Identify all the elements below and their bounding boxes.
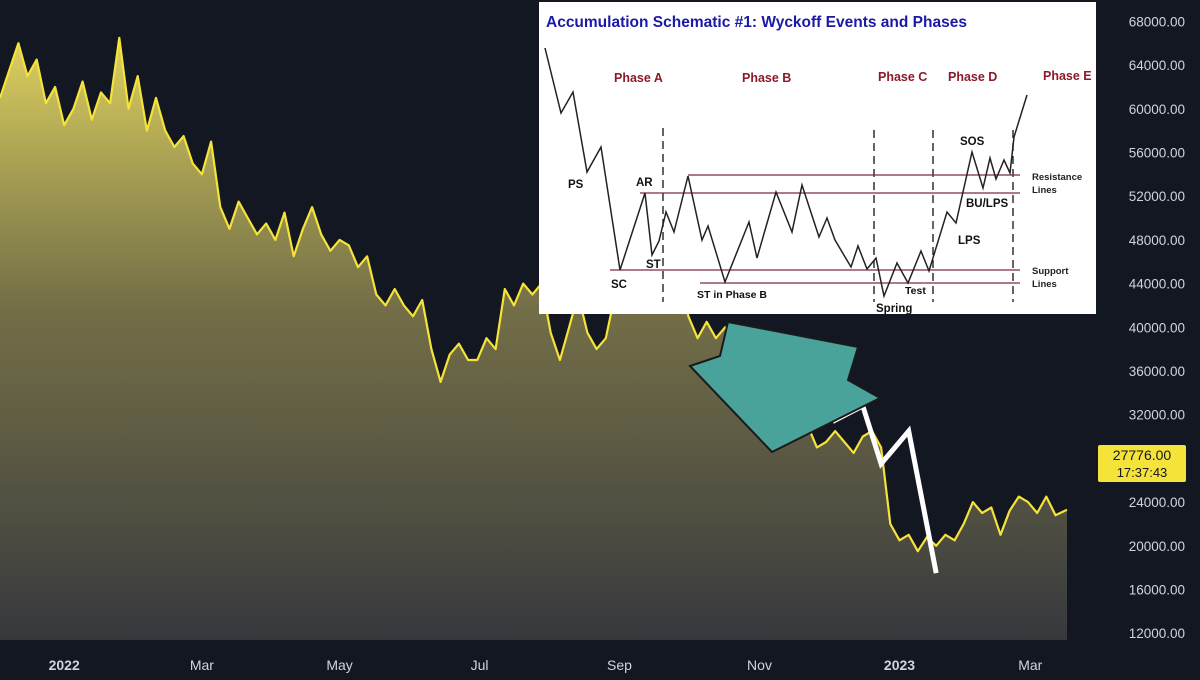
candle-countdown: 17:37:43	[1117, 465, 1168, 480]
y-tick-label: 20000.00	[1129, 539, 1185, 554]
x-tick-label: Mar	[190, 657, 214, 673]
schematic-title: Accumulation Schematic #1: Wyckoff Event…	[546, 14, 967, 31]
y-tick-label: 40000.00	[1129, 320, 1185, 335]
y-tick-label: 48000.00	[1129, 233, 1185, 248]
phase-b-label: Phase B	[742, 71, 791, 85]
support-label-1: Support	[1032, 266, 1069, 277]
support-label-2: Lines	[1032, 279, 1057, 290]
x-tick-label: 2023	[884, 657, 915, 673]
y-tick-label: 56000.00	[1129, 146, 1185, 161]
event-sos: SOS	[960, 136, 985, 148]
phase-c-label: Phase C	[878, 70, 927, 84]
y-tick-label: 44000.00	[1129, 277, 1185, 292]
event-sc: SC	[611, 279, 627, 291]
x-tick-label: Nov	[747, 657, 772, 673]
x-tick-label: Sep	[607, 657, 632, 673]
time-axis[interactable]: 2022 Mar May Jul Sep Nov 2023 Mar	[49, 657, 1043, 673]
event-test: Test	[905, 285, 926, 297]
phase-d-label: Phase D	[948, 70, 997, 84]
y-tick-label: 64000.00	[1129, 58, 1185, 73]
resistance-label-2: Lines	[1032, 185, 1057, 196]
price-axis[interactable]: 68000.00 64000.00 60000.00 56000.00 52000.00…	[1129, 14, 1185, 641]
event-st-phase-b: ST in Phase B	[697, 289, 767, 301]
wyckoff-schematic-image: Accumulation Schematic #1: Wyckoff Event…	[539, 2, 1096, 315]
current-price-value: 27776.00	[1113, 447, 1172, 463]
event-ps: PS	[568, 179, 584, 191]
x-tick-label: 2022	[49, 657, 80, 673]
y-tick-label: 12000.00	[1129, 626, 1185, 641]
y-tick-label: 36000.00	[1129, 364, 1185, 379]
phase-e-label: Phase E	[1043, 69, 1092, 83]
current-price-tag: 27776.00 17:37:43	[1098, 445, 1186, 482]
y-tick-label: 52000.00	[1129, 189, 1185, 204]
event-bu-lps: BU/LPS	[966, 198, 1009, 210]
y-tick-label: 60000.00	[1129, 102, 1185, 117]
y-tick-label: 32000.00	[1129, 408, 1185, 423]
x-tick-label: May	[326, 657, 352, 673]
event-lps: LPS	[958, 235, 981, 247]
x-tick-label: Jul	[471, 657, 489, 673]
price-area-fill	[0, 37, 1067, 641]
resistance-label-1: Resistance	[1032, 172, 1082, 183]
x-tick-label: Mar	[1018, 657, 1042, 673]
y-tick-label: 24000.00	[1129, 495, 1185, 510]
event-spring: Spring	[876, 303, 912, 315]
down-arrow-icon	[688, 320, 883, 454]
price-line	[0, 36, 1068, 553]
y-tick-label: 16000.00	[1129, 583, 1185, 598]
event-ar: AR	[636, 177, 653, 189]
phase-a-label: Phase A	[614, 71, 663, 85]
event-st: ST	[646, 259, 661, 271]
y-tick-label: 68000.00	[1129, 14, 1185, 29]
